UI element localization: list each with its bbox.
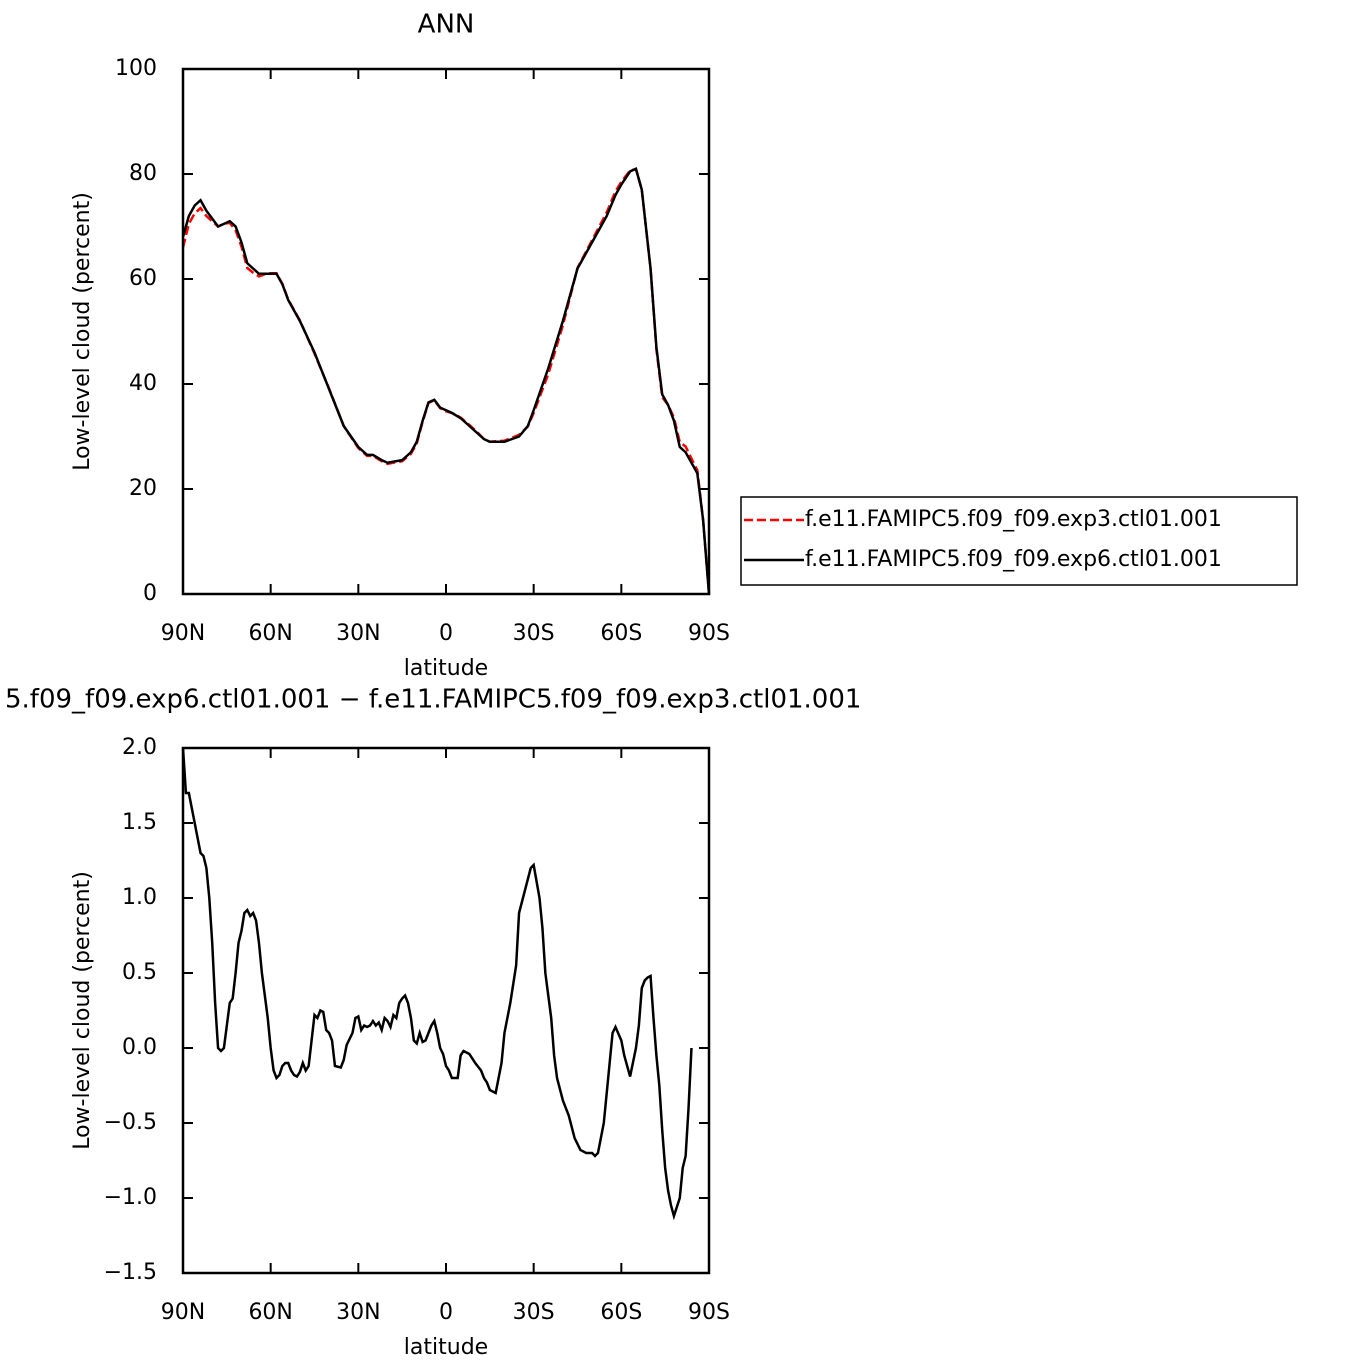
y-tick-label: 20 xyxy=(129,476,157,501)
x-tick-label: 90N xyxy=(161,621,205,646)
x-tick-label: 30S xyxy=(513,1300,555,1325)
plot-frame xyxy=(181,746,711,1275)
x-tick-label: 60N xyxy=(248,621,292,646)
data-line xyxy=(181,747,693,1221)
x-axis-label: latitude xyxy=(404,656,488,681)
x-tick-label: 0 xyxy=(439,621,453,646)
plot-frame xyxy=(181,67,711,596)
x-axis-label: latitude xyxy=(404,1335,488,1360)
legend-label: f.e11.FAMIPC5.f09_f09.exp3.ctl01.001 xyxy=(805,507,1222,532)
y-tick-label: 1.0 xyxy=(122,885,157,910)
x-tick-label: 90S xyxy=(688,1300,730,1325)
y-tick-label: −1.0 xyxy=(104,1185,157,1210)
x-tick-label: 0 xyxy=(439,1300,453,1325)
y-tick-label: 60 xyxy=(129,266,157,291)
y-tick-label: 100 xyxy=(115,56,157,81)
x-tick-label: 30N xyxy=(336,1300,380,1325)
chart-title: 5.f09_f09.exp6.ctl01.001 − f.e11.FAMIPC5… xyxy=(5,685,861,715)
x-tick-label: 60S xyxy=(600,1300,642,1325)
y-tick-label: 0.0 xyxy=(122,1035,157,1060)
y-tick-label: −1.5 xyxy=(104,1260,157,1285)
x-tick-label: 90S xyxy=(688,621,730,646)
y-axis-label: Low-level cloud (percent) xyxy=(70,871,95,1150)
data-line xyxy=(181,167,711,595)
y-tick-label: −0.5 xyxy=(104,1110,157,1135)
y-tick-label: 1.5 xyxy=(122,810,157,835)
y-tick-label: 80 xyxy=(129,161,157,186)
chart-title: ANN xyxy=(418,10,475,40)
y-tick-label: 40 xyxy=(129,371,157,396)
x-tick-label: 30N xyxy=(336,621,380,646)
x-tick-label: 30S xyxy=(513,621,555,646)
data-line xyxy=(181,167,711,595)
y-tick-label: 2.0 xyxy=(122,735,157,760)
y-axis-label: Low-level cloud (percent) xyxy=(70,192,95,471)
y-tick-label: 0 xyxy=(143,581,157,606)
x-tick-label: 60S xyxy=(600,621,642,646)
legend-box xyxy=(740,496,1298,586)
x-tick-label: 60N xyxy=(248,1300,292,1325)
legend-label: f.e11.FAMIPC5.f09_f09.exp6.ctl01.001 xyxy=(805,547,1222,572)
y-tick-label: 0.5 xyxy=(122,960,157,985)
x-tick-label: 90N xyxy=(161,1300,205,1325)
